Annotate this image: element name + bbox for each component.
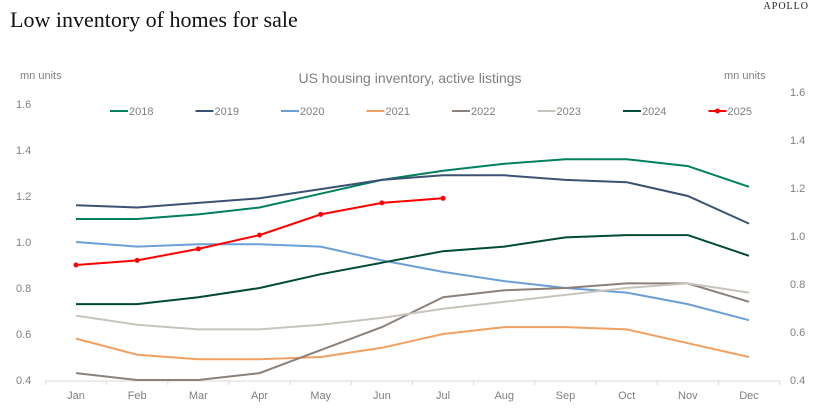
y-tick-label-right: 0.4 [790, 375, 805, 387]
series-line-2019 [75, 174, 750, 225]
x-tick-label: Mar [189, 390, 208, 402]
data-point-2025 [257, 232, 263, 238]
legend-marker-2025 [715, 108, 720, 114]
y-tick-label-left: 0.4 [16, 375, 31, 387]
data-point-2025 [379, 200, 385, 206]
x-tick-label: Oct [618, 390, 635, 402]
x-tick-label: Apr [251, 390, 268, 402]
series-line-2024 [76, 234, 750, 306]
y-tick-label-left: 1.0 [16, 237, 31, 249]
legend-label-2020: 2020 [300, 106, 324, 118]
legend-label-2021: 2021 [386, 106, 410, 118]
x-tick-label: Jun [373, 390, 391, 402]
y-tick-label-left: 1.4 [16, 145, 31, 157]
legend-label-2024: 2024 [642, 106, 666, 118]
legend-label-2018: 2018 [129, 106, 153, 118]
y-tick-label-left: 1.6 [16, 99, 31, 111]
y-tick-label-left: 1.2 [16, 191, 31, 203]
brand-logo: APOLLO [763, 1, 809, 12]
series-line-2018 [76, 158, 750, 220]
y-tick-label-right: 0.6 [790, 327, 805, 339]
y-tick-label-left: 0.6 [16, 329, 31, 341]
x-tick-label: Jul [436, 390, 450, 402]
y-tick-label-right: 1.0 [790, 231, 805, 243]
y-tick-label-right: 0.8 [790, 279, 805, 291]
chart-title: US housing inventory, active listings [298, 70, 521, 86]
data-point-2025 [134, 257, 140, 263]
y-axis-label-right: mn units [724, 70, 766, 82]
data-point-2025 [318, 211, 324, 217]
y-axis-label-left: mn units [20, 70, 62, 82]
y-tick-label-left: 0.8 [16, 283, 31, 295]
x-tick-label: Jan [67, 390, 85, 402]
x-tick-label: Feb [128, 390, 147, 402]
y-tick-label-right: 1.6 [790, 87, 805, 99]
legend-label-2022: 2022 [471, 106, 495, 118]
legend-label-2023: 2023 [557, 106, 581, 118]
x-tick-label: Dec [739, 390, 759, 402]
x-tick-label: May [310, 390, 331, 402]
series-line-2022 [75, 282, 750, 381]
series-line-2020 [75, 241, 750, 322]
series-line-2023 [75, 282, 750, 331]
data-point-2025 [73, 262, 79, 268]
y-tick-label-right: 1.2 [790, 183, 805, 195]
x-tick-label: Sep [556, 390, 576, 402]
series-line-2021 [75, 326, 750, 361]
data-point-2025 [195, 246, 201, 252]
x-tick-label: Aug [494, 390, 514, 402]
y-tick-label-right: 1.4 [790, 135, 805, 147]
page-title: Low inventory of homes for sale [10, 7, 298, 32]
data-point-2025 [440, 195, 446, 201]
x-tick-label: Nov [678, 390, 698, 402]
legend-label-2019: 2019 [215, 106, 239, 118]
legend-label-2025: 2025 [728, 106, 752, 118]
